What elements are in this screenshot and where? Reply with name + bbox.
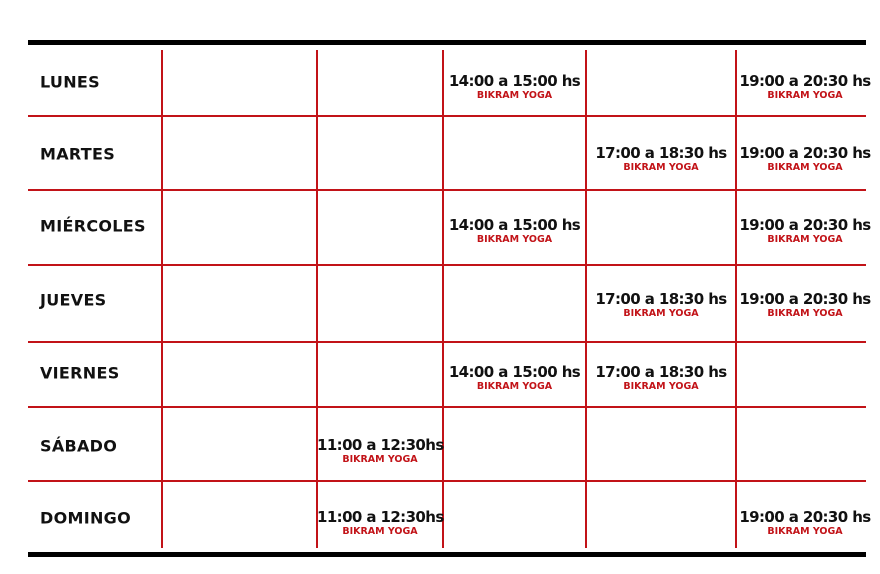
class-time: 19:00 a 20:30 hs — [739, 72, 871, 90]
class-time: 17:00 a 18:30 hs — [595, 144, 727, 162]
class-slot: 17:00 a 18:30 hs BIKRAM YOGA — [586, 290, 736, 320]
class-time: 14:00 a 15:00 hs — [448, 363, 581, 381]
day-label: LUNES — [40, 72, 100, 92]
class-slot: 19:00 a 20:30 hs BIKRAM YOGA — [736, 72, 874, 102]
class-time: 14:00 a 15:00 hs — [448, 216, 581, 234]
class-time: 17:00 a 18:30 hs — [595, 290, 727, 308]
class-name: BIKRAM YOGA — [767, 234, 843, 245]
day-label: MIÉRCOLES — [40, 216, 146, 236]
class-name: BIKRAM YOGA — [623, 162, 699, 173]
column-divider — [585, 50, 587, 548]
class-name: BIKRAM YOGA — [767, 526, 843, 537]
column-divider — [161, 50, 163, 548]
class-name: BIKRAM YOGA — [476, 90, 553, 101]
class-slot: 19:00 a 20:30 hs BIKRAM YOGA — [736, 144, 874, 174]
class-name: BIKRAM YOGA — [623, 308, 699, 319]
class-name: BIKRAM YOGA — [476, 381, 553, 392]
day-label: SÁBADO — [40, 436, 118, 456]
row-divider — [28, 480, 866, 482]
class-time: 17:00 a 18:30 hs — [595, 363, 727, 381]
column-divider — [442, 50, 444, 548]
class-time: 19:00 a 20:30 hs — [739, 144, 871, 162]
class-slot: 19:00 a 20:30 hs BIKRAM YOGA — [736, 290, 874, 320]
class-slot: 14:00 a 15:00 hs BIKRAM YOGA — [443, 216, 586, 246]
class-name: BIKRAM YOGA — [342, 526, 418, 537]
day-label: VIERNES — [40, 363, 120, 383]
class-slot: 14:00 a 15:00 hs BIKRAM YOGA — [443, 363, 586, 393]
row-divider — [28, 341, 866, 343]
class-name: BIKRAM YOGA — [767, 162, 843, 173]
class-time: 19:00 a 20:30 hs — [739, 290, 871, 308]
class-name: BIKRAM YOGA — [476, 234, 553, 245]
class-name: BIKRAM YOGA — [342, 454, 418, 465]
class-time: 11:00 a 12:30hs — [317, 508, 444, 526]
row-divider — [28, 115, 866, 117]
class-time: 19:00 a 20:30 hs — [739, 508, 871, 526]
column-divider — [316, 50, 318, 548]
class-time: 19:00 a 20:30 hs — [739, 216, 871, 234]
class-name: BIKRAM YOGA — [767, 90, 843, 101]
top-border — [28, 40, 866, 45]
class-slot: 19:00 a 20:30 hs BIKRAM YOGA — [736, 216, 874, 246]
day-label: DOMINGO — [40, 508, 131, 528]
row-divider — [28, 189, 866, 191]
column-divider — [735, 50, 737, 548]
row-divider — [28, 406, 866, 408]
class-time: 11:00 a 12:30hs — [317, 436, 444, 454]
day-label: JUEVES — [40, 290, 107, 310]
class-slot: 11:00 a 12:30hs BIKRAM YOGA — [317, 508, 444, 538]
class-name: BIKRAM YOGA — [767, 308, 843, 319]
class-slot: 14:00 a 15:00 hs BIKRAM YOGA — [443, 72, 586, 102]
class-time: 14:00 a 15:00 hs — [448, 72, 581, 90]
class-slot: 17:00 a 18:30 hs BIKRAM YOGA — [586, 144, 736, 174]
bottom-border — [28, 552, 866, 557]
class-slot: 11:00 a 12:30hs BIKRAM YOGA — [317, 436, 444, 466]
class-name: BIKRAM YOGA — [623, 381, 699, 392]
row-divider — [28, 264, 866, 266]
class-slot: 19:00 a 20:30 hs BIKRAM YOGA — [736, 508, 874, 538]
class-slot: 17:00 a 18:30 hs BIKRAM YOGA — [586, 363, 736, 393]
day-label: MARTES — [40, 144, 116, 164]
